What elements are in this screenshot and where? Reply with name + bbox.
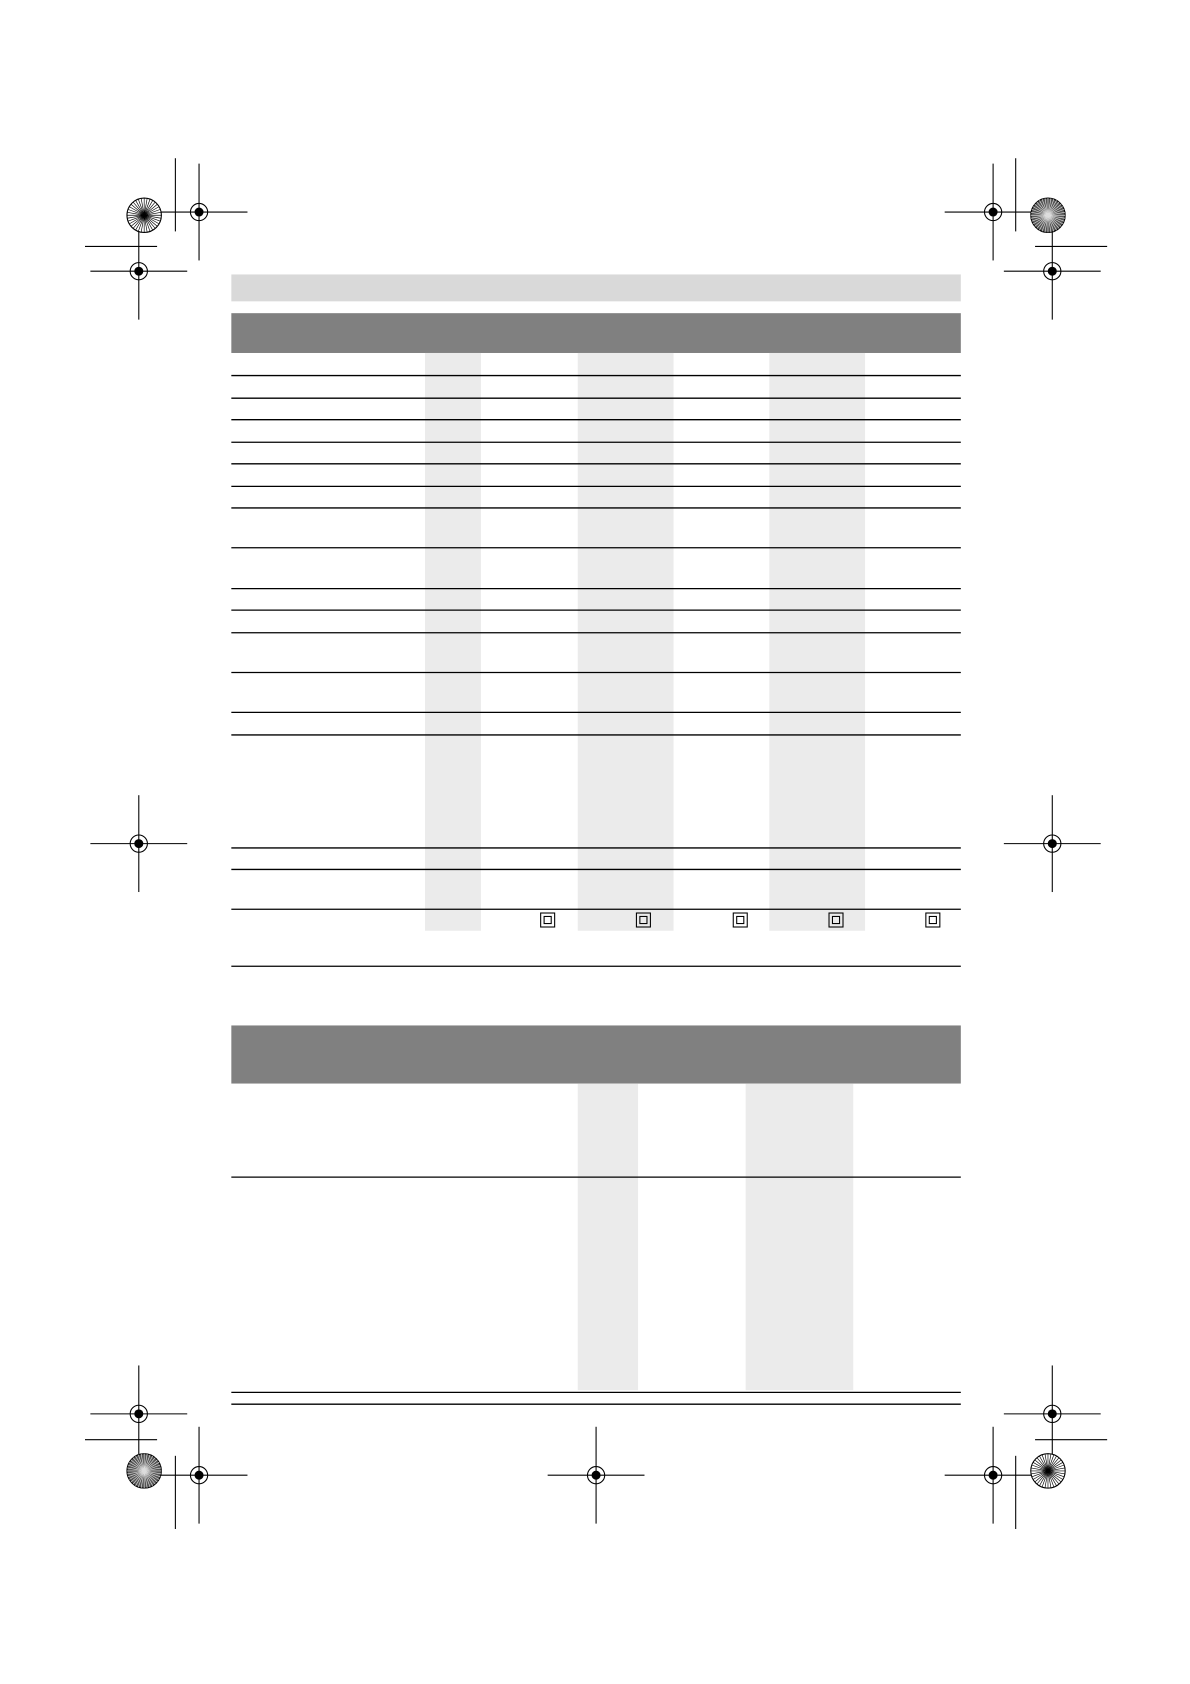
table-1-row-rules	[231, 374, 961, 910]
table-2-shaded-column	[577, 1083, 639, 1391]
registration-crosshair-icon	[944, 1426, 1043, 1525]
table-2-header	[231, 1025, 961, 1084]
starburst-target-icon	[126, 197, 162, 234]
registration-crosshair-icon	[89, 1364, 188, 1463]
table-1-shaded-column	[425, 352, 481, 931]
registration-crosshair-icon	[547, 1426, 646, 1525]
protection-class-ii-icon	[635, 912, 651, 928]
table-1-shaded-column	[577, 352, 674, 931]
registration-crosshair-icon	[89, 222, 188, 321]
table-1-shaded-column	[769, 352, 866, 931]
title-bar	[231, 274, 961, 302]
starburst-target-icon	[1030, 197, 1066, 234]
registration-crosshair-icon	[89, 794, 188, 893]
protection-class-ii-icon	[732, 912, 748, 928]
starburst-target-icon	[126, 1453, 162, 1489]
spec-table-1	[231, 313, 961, 967]
registration-crosshair-icon	[1003, 794, 1102, 893]
table-1-header	[231, 313, 961, 353]
protection-class-ii-icon	[828, 912, 844, 928]
table-2-shaded-column	[745, 1083, 854, 1391]
registration-crosshair-icon	[1003, 222, 1102, 321]
protection-class-ii-icon	[540, 912, 556, 928]
print-marks	[85, 158, 1108, 1529]
starburst-target-icon	[1030, 1453, 1066, 1489]
table-1-icon-row	[540, 912, 941, 928]
registration-crosshair-icon	[1003, 1364, 1102, 1463]
table-1-column-shading	[425, 352, 866, 931]
spec-table-2	[231, 1025, 961, 1405]
registration-crosshair-icon	[944, 163, 1043, 261]
registration-crosshair-icon	[150, 1426, 249, 1525]
protection-class-ii-icon	[925, 912, 941, 928]
registration-crosshair-icon	[150, 163, 249, 261]
